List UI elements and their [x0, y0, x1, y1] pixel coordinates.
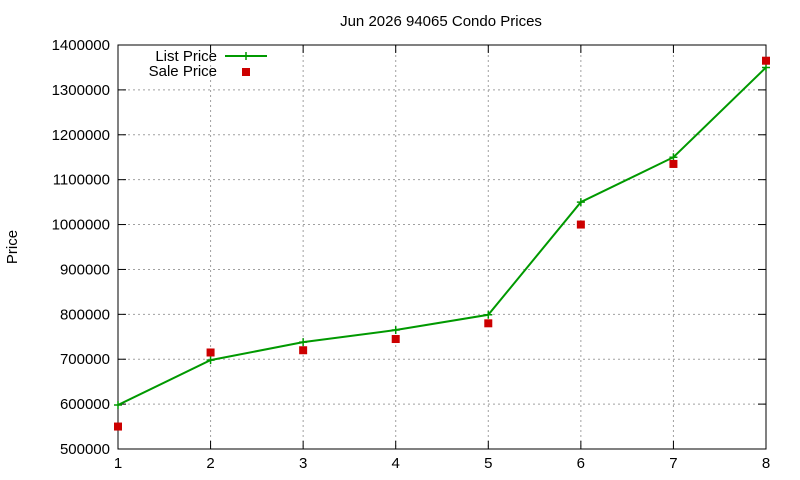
- chart-title: Jun 2026 94065 Condo Prices: [340, 13, 542, 30]
- legend-label-list-price: List Price: [155, 48, 217, 65]
- list-price-point: [576, 198, 585, 207]
- list-price-point: [114, 401, 122, 410]
- y-tick-label: 1100000: [53, 172, 110, 189]
- x-tick-label: 8: [762, 455, 770, 472]
- y-tick-label: 900000: [60, 261, 110, 278]
- list-price-point: [299, 338, 308, 347]
- sale-price-point: [391, 335, 400, 344]
- y-tick-label: 500000: [60, 441, 110, 458]
- grid-layer: [118, 45, 766, 449]
- legend-label-sale-price: Sale Price: [149, 63, 217, 80]
- tick-layer: 500000 600000 700000 800000 900000 1000000 110…: [52, 37, 771, 472]
- x-tick-label: 3: [299, 455, 307, 472]
- sale-price-point: [206, 348, 215, 357]
- x-tick-label: 2: [206, 455, 214, 472]
- list-price-point: [762, 63, 770, 72]
- y-tick-label: 1000000: [52, 217, 110, 234]
- sale-price-point: [576, 220, 585, 229]
- y-tick-label: 800000: [60, 306, 110, 323]
- list-price-point: [206, 356, 215, 365]
- y-tick-label: 600000: [60, 396, 110, 413]
- x-tick-label: 4: [392, 455, 400, 472]
- y-axis-label: Price: [4, 230, 21, 264]
- legend-sample-list-price-marker: [242, 52, 250, 60]
- y-tick-label: 1300000: [52, 82, 110, 99]
- list-price-point: [391, 326, 400, 335]
- legend: List Price Sale Price: [149, 48, 267, 80]
- list-price-point: [669, 153, 678, 162]
- list-price-point: [484, 310, 493, 319]
- x-tick-label: 6: [577, 455, 585, 472]
- sale-price-point: [484, 319, 493, 328]
- sale-price-point: [762, 56, 770, 65]
- series-line-list-price: [117, 66, 767, 406]
- x-tick-label: 5: [484, 455, 492, 472]
- legend-sample-sale-price-marker: [242, 68, 250, 76]
- plot-frame: [117, 44, 767, 450]
- sale-price-point: [114, 422, 122, 431]
- y-tick-label: 700000: [60, 351, 110, 368]
- sale-price-point: [669, 159, 678, 168]
- x-tick-label: 7: [669, 455, 677, 472]
- y-tick-label: 1200000: [52, 127, 110, 144]
- y-tick-label: 1400000: [52, 37, 110, 54]
- series-layer: [114, 56, 770, 431]
- x-tick-label: 1: [114, 455, 122, 472]
- sale-price-point: [299, 346, 308, 355]
